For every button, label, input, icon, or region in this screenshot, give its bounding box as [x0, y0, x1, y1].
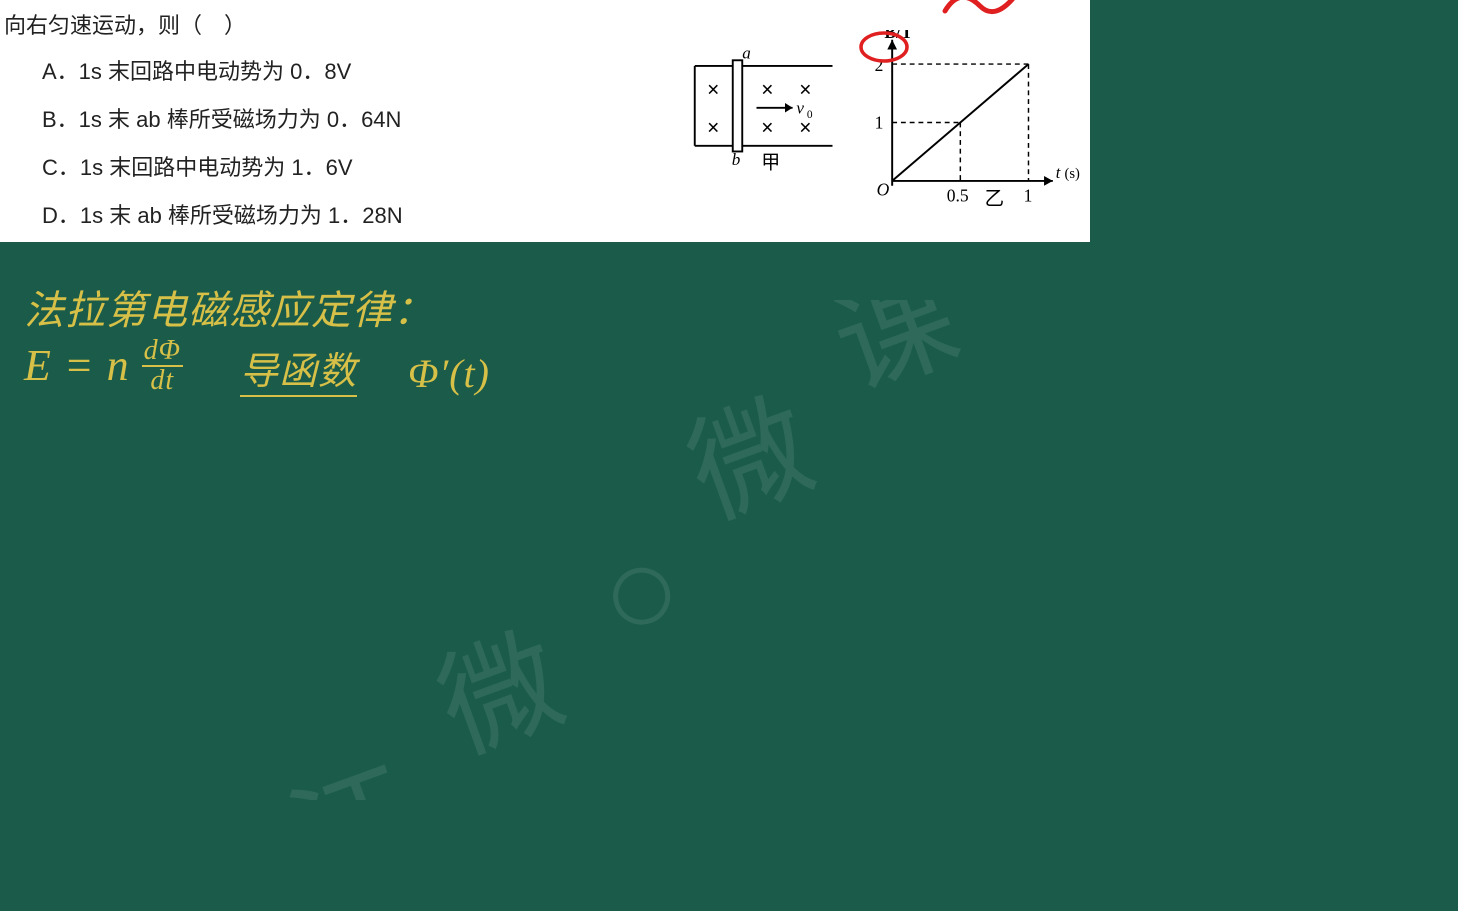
red-squiggle-annotation	[940, 0, 1020, 26]
wm-char-4: 课	[818, 300, 974, 415]
handwriting-formula: E = n dΦ dt	[24, 340, 183, 399]
diagram-jia: × × × × × × v 0 a b 甲	[690, 48, 842, 178]
svg-text:0: 0	[807, 109, 813, 121]
svg-text:0.5: 0.5	[947, 185, 969, 205]
svg-text:×: ×	[761, 116, 773, 139]
svg-text:t: t	[1056, 163, 1061, 182]
handwriting-phi: Φ′(t)	[408, 350, 490, 397]
svg-text:×: ×	[761, 78, 773, 101]
svg-text:a: a	[742, 48, 751, 62]
svg-text:1: 1	[875, 112, 884, 132]
svg-text:甲: 甲	[761, 153, 780, 174]
svg-text:b: b	[732, 150, 741, 169]
handwriting-derivative: 导函数	[240, 340, 357, 395]
wm-char-0: 汪	[275, 747, 431, 800]
svg-text:×: ×	[707, 78, 719, 101]
svg-text:×: ×	[707, 116, 719, 139]
diagram-yi: 2 1 0.5 1 O B/T t (s) 乙	[860, 30, 1085, 215]
wm-char-3: 微	[673, 378, 829, 542]
handwriting-line1: 法拉第电磁感应定律：	[24, 278, 434, 336]
svg-text:(s): (s)	[1065, 166, 1081, 182]
svg-text:O: O	[877, 180, 890, 200]
svg-text:1: 1	[1024, 185, 1033, 205]
wm-dot	[608, 563, 675, 630]
chalkboard-background: 汪 微 微 课 宝 向右匀速运动，则（ ） A．1s 末回路中电动势为 0．8V…	[0, 0, 1458, 911]
problem-panel: 向右匀速运动，则（ ） A．1s 末回路中电动势为 0．8V B．1s 末 ab…	[0, 0, 1090, 242]
svg-text:2: 2	[875, 55, 884, 75]
svg-text:v: v	[796, 98, 804, 117]
svg-text:B/T: B/T	[884, 30, 913, 42]
wm-char-1: 微	[423, 613, 579, 777]
svg-text:乙: 乙	[985, 189, 1004, 210]
